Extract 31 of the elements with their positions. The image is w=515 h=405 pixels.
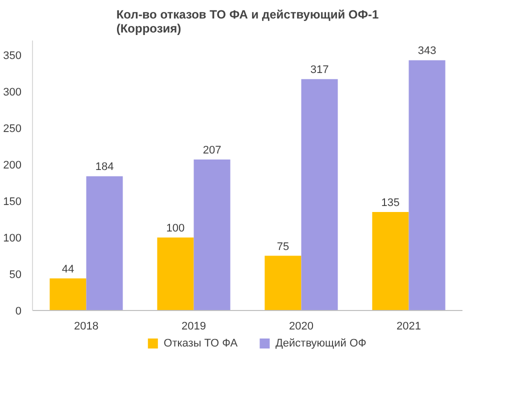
- bar: [408, 60, 446, 310]
- data-label: 343: [418, 45, 436, 58]
- y-tick-label: 0: [15, 306, 22, 318]
- bar: [86, 176, 123, 310]
- data-label: 317: [310, 64, 329, 76]
- chart-title: Кол-во отказов ТО ФА и действующий ОФ-1 (Коррозия): [116, 8, 379, 36]
- data-label: 44: [62, 263, 74, 276]
- x-tick-label: 2018: [74, 320, 98, 332]
- x-tick-label: 2019: [182, 320, 206, 332]
- legend-label: Действующий ОФ: [275, 338, 366, 350]
- bar: [194, 159, 230, 310]
- data-label: 100: [166, 222, 185, 235]
- y-tick-label: 300: [3, 86, 22, 99]
- y-tick-label: 200: [3, 160, 22, 172]
- y-tick-label: 250: [3, 123, 22, 136]
- y-tick-label: 50: [9, 269, 22, 282]
- x-tick-label: 2020: [289, 320, 314, 332]
- data-label: 184: [95, 161, 114, 174]
- y-tick-label: 100: [3, 232, 22, 245]
- data-label: 135: [381, 196, 400, 209]
- data-label: 207: [202, 144, 222, 156]
- y-tick-label: 350: [3, 50, 22, 62]
- y-tick-label: 150: [3, 196, 22, 208]
- x-tick-label: 2021: [396, 320, 421, 332]
- bar: [264, 256, 302, 310]
- legend-label: Отказы ТО ФА: [164, 338, 238, 350]
- bar: [301, 79, 338, 310]
- bar: [157, 238, 194, 310]
- bar: [372, 212, 409, 310]
- data-label: 75: [276, 240, 290, 253]
- bar: [50, 278, 86, 310]
